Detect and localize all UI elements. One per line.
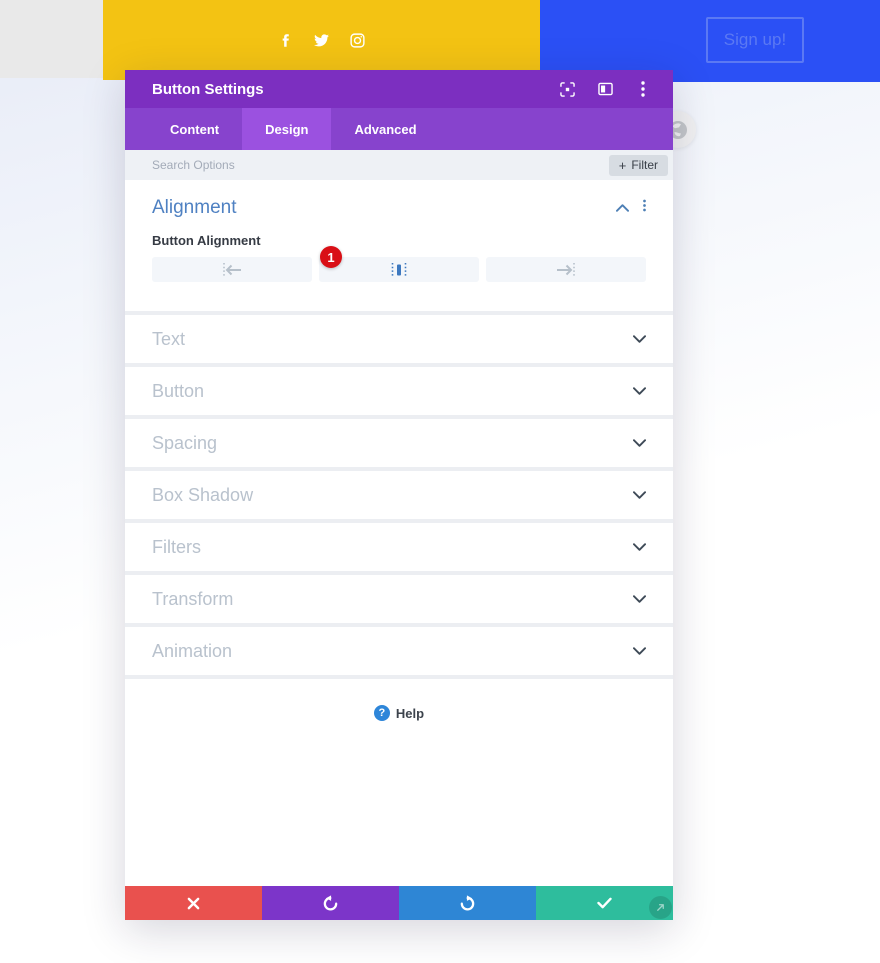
align-center-icon (391, 262, 407, 277)
chevron-down-icon (633, 595, 646, 603)
section-transform[interactable]: Transform (125, 575, 673, 623)
button-settings-modal: Button Settings Content Design Advanced … (125, 70, 673, 920)
section-kebab-icon[interactable] (643, 199, 646, 217)
chevron-down-icon (633, 387, 646, 395)
align-right-button[interactable] (486, 257, 646, 282)
annotation-badge-1: 1 (320, 246, 342, 268)
chevron-down-icon (633, 543, 646, 551)
help-label: Help (395, 705, 425, 721)
section-alignment-title[interactable]: Alignment (152, 197, 237, 218)
plus-icon: + (618, 157, 627, 173)
modal-title: Button Settings (152, 80, 264, 98)
align-left-icon (223, 262, 241, 277)
resize-handle[interactable] (649, 896, 672, 919)
align-center-button[interactable] (319, 257, 479, 282)
redo-button[interactable] (399, 886, 536, 920)
undo-icon (323, 894, 338, 910)
signup-label: Sign up! (723, 30, 787, 49)
tab-content[interactable]: Content (170, 121, 220, 137)
filter-button[interactable]: + Filter (608, 154, 668, 176)
search-input[interactable] (125, 157, 609, 173)
filter-label: Filter (631, 158, 658, 172)
modal-body: Alignment Button Alignment (125, 180, 673, 886)
chevron-down-icon (633, 491, 646, 499)
section-animation[interactable]: Animation (125, 627, 673, 675)
button-alignment-options (152, 257, 646, 282)
section-button[interactable]: Button (125, 367, 673, 415)
close-icon (187, 897, 200, 909)
resize-icon (657, 904, 664, 911)
split-view-icon[interactable] (597, 81, 613, 97)
redo-icon (460, 894, 475, 910)
chevron-down-icon (633, 335, 646, 343)
cancel-button[interactable] (125, 886, 262, 920)
section-spacing[interactable]: Spacing (125, 419, 673, 467)
tab-advanced[interactable]: Advanced (354, 121, 417, 137)
modal-header: Button Settings (125, 70, 673, 108)
chevron-down-icon (633, 647, 646, 655)
instagram-icon[interactable] (349, 32, 366, 49)
focus-icon[interactable] (559, 81, 575, 97)
signup-button[interactable]: Sign up! (706, 17, 804, 63)
hero-blue-section: Sign up! (540, 0, 880, 82)
kebab-menu-icon[interactable] (635, 81, 651, 97)
align-left-button[interactable] (152, 257, 312, 282)
chevron-down-icon (633, 439, 646, 447)
hero-yellow-section (103, 0, 540, 80)
section-filters[interactable]: Filters (125, 523, 673, 571)
help-question-icon: ? (373, 705, 390, 721)
modal-footer (125, 886, 673, 920)
check-icon (597, 897, 612, 909)
help-area: ? Help (125, 679, 673, 886)
section-alignment: Alignment Button Alignment (125, 180, 673, 311)
save-button[interactable] (536, 886, 673, 920)
search-bar: + Filter (125, 150, 673, 180)
globe-icon (668, 120, 687, 139)
button-alignment-label: Button Alignment (152, 233, 261, 248)
undo-button[interactable] (262, 886, 399, 920)
facebook-icon[interactable] (277, 32, 294, 49)
section-text[interactable]: Text (125, 315, 673, 363)
chevron-up-icon[interactable] (616, 199, 629, 217)
section-box-shadow[interactable]: Box Shadow (125, 471, 673, 519)
help-link[interactable]: ? Help (373, 705, 425, 721)
align-right-icon (557, 262, 575, 277)
twitter-icon[interactable] (313, 32, 330, 49)
tab-design[interactable]: Design (242, 108, 332, 150)
tab-bar: Content Design Advanced (125, 108, 673, 150)
hero-gray-block (0, 0, 103, 78)
